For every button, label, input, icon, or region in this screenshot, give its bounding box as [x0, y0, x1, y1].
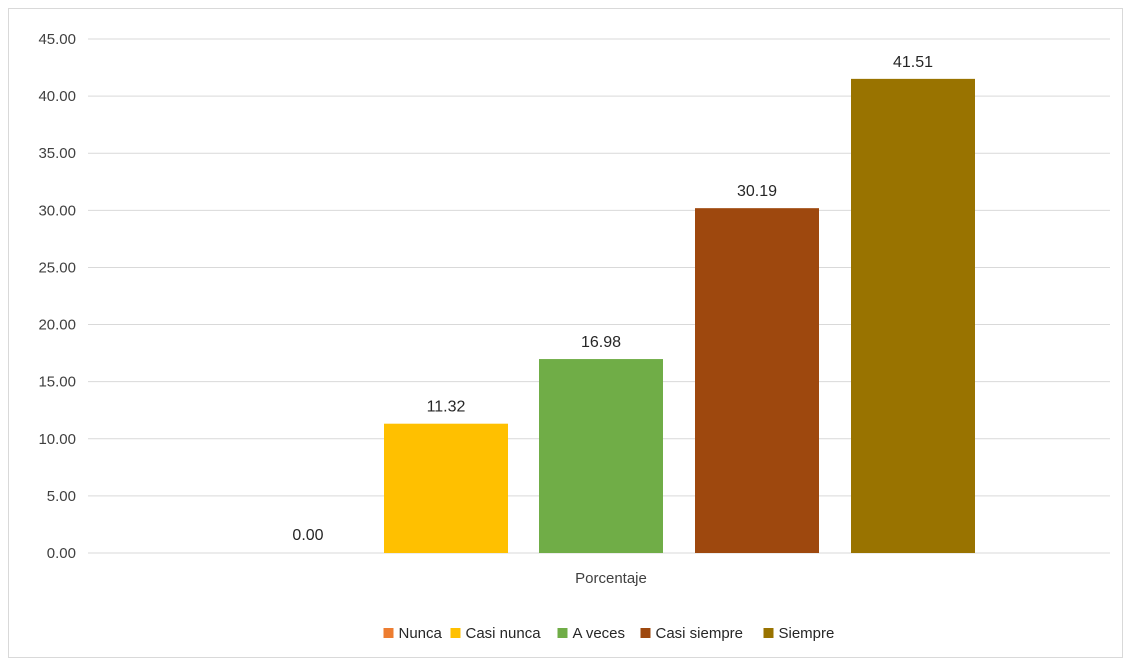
bar-casi-siempre: [695, 208, 819, 553]
data-label: 30.19: [737, 183, 777, 200]
y-tick-label: 25.00: [38, 259, 76, 276]
legend-item: Casi nunca: [466, 625, 542, 642]
legend-swatch: [557, 628, 568, 638]
legend-item: Siempre: [779, 625, 835, 642]
bar-casi-nunca: [384, 423, 508, 553]
y-tick-label: 45.00: [38, 31, 76, 48]
legend-swatch: [383, 628, 394, 638]
legend-item: Casi siempre: [656, 625, 744, 642]
y-tick-label: 30.00: [38, 202, 76, 219]
x-category-label: Porcentaje: [575, 570, 647, 587]
legend-swatch: [640, 628, 651, 638]
y-tick-label: 20.00: [38, 317, 76, 334]
data-label: 16.98: [581, 334, 621, 351]
y-tick-label: 5.00: [47, 488, 76, 505]
legend-item: Nunca: [399, 625, 443, 642]
bar-siempre: [851, 78, 975, 553]
y-tick-label: 0.00: [47, 545, 76, 562]
bar-a-veces: [539, 359, 663, 553]
data-label: 0.00: [292, 527, 323, 544]
legend-swatch: [763, 628, 774, 638]
y-tick-label: 15.00: [38, 374, 76, 391]
y-tick-label: 40.00: [38, 88, 76, 105]
y-tick-label: 35.00: [38, 145, 76, 162]
data-label: 41.51: [893, 54, 933, 71]
legend-swatch: [450, 628, 461, 638]
legend-item: A veces: [573, 625, 626, 642]
y-tick-label: 10.00: [38, 431, 76, 448]
data-label: 11.32: [427, 399, 466, 416]
